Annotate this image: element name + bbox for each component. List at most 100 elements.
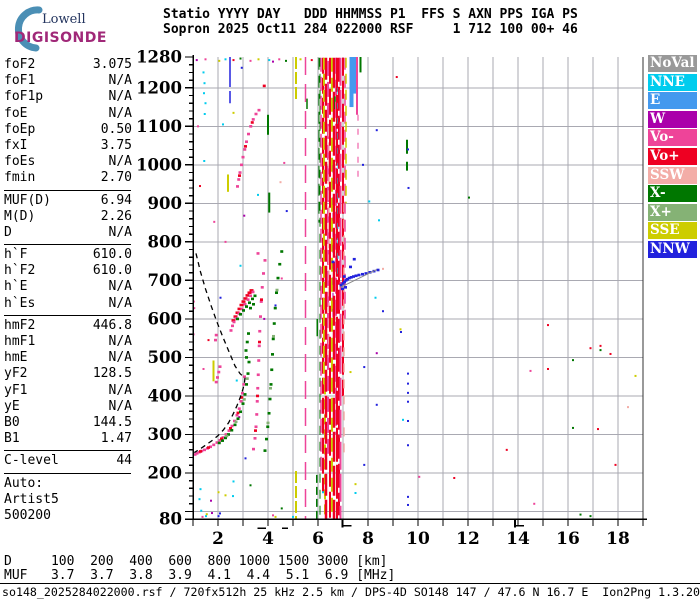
y-tick-label: 200 — [148, 463, 182, 482]
echo-speck — [382, 310, 384, 313]
echo-speck — [589, 347, 592, 350]
echo-speck — [579, 513, 582, 516]
echo-speck — [224, 494, 227, 497]
param-value: 610.0 — [92, 263, 132, 279]
x-tick-label: 8 — [362, 529, 374, 549]
legend-item-x: X+ — [648, 203, 697, 221]
param-row-foes: foEs N/A — [4, 154, 132, 170]
echo-speck — [200, 509, 203, 512]
legend-item-ssw: SSW — [648, 166, 697, 184]
echo-speck — [399, 328, 402, 331]
param-row-fxi: fxI 3.75 — [4, 138, 132, 154]
param-label: hmF1 — [4, 334, 36, 349]
echo-speck — [572, 426, 574, 429]
distance-row: D 100 200 400 600 800 1000 1500 3000 [km… — [4, 554, 388, 569]
param-value: N/A — [108, 154, 132, 170]
param-label: h`F — [4, 247, 28, 263]
echo-speck — [283, 161, 286, 164]
trace-f2-branch-o-dop — [254, 298, 263, 432]
header-field-values: Sopron 2025 Oct11 284 022000 RSF 1 712 1… — [163, 22, 578, 37]
param-label: B0 — [4, 414, 20, 430]
echo-speck — [407, 372, 409, 375]
panel-divider — [4, 314, 131, 316]
echo-speck — [407, 148, 409, 151]
echo-speck — [199, 488, 202, 491]
echo-speck — [407, 186, 410, 189]
echo-speck — [395, 76, 398, 79]
y-tick-label: 500 — [148, 348, 182, 367]
param-label: h`F2 — [4, 263, 36, 279]
x-tick-label: 4 — [262, 529, 274, 549]
echo-speck — [407, 444, 409, 447]
echo-speck — [349, 371, 352, 374]
echo-speck — [203, 113, 206, 116]
param-value: 3.75 — [100, 137, 132, 153]
param-value: N/A — [108, 350, 132, 366]
echo-speck — [217, 515, 220, 518]
echo-speck — [203, 82, 206, 85]
echo-speck — [285, 59, 287, 62]
legend-item-vo: Vo- — [648, 129, 697, 147]
parameter-panel: foF2 3.075 foF1 N/A foF1p N/A foE N/A foEp 0.50 fx… — [4, 57, 132, 524]
param-row-hf: h`F 610.0 — [4, 247, 132, 263]
echo-speck — [203, 92, 205, 95]
echo-speck — [232, 495, 234, 498]
echo-speck — [634, 374, 637, 377]
param-label: foF2 — [4, 57, 36, 72]
trace-f2-branch-o — [252, 252, 267, 451]
echo-speck — [310, 59, 313, 62]
param-row-b1: B1 1.47 — [4, 431, 132, 447]
echo-speck — [224, 240, 227, 243]
echo-speck — [198, 498, 201, 501]
x-tick-label: 10 — [406, 529, 430, 549]
echo-speck — [244, 457, 247, 460]
echo-speck — [238, 416, 241, 419]
param-row-artist5: Artist5 — [4, 492, 132, 508]
echo-speck — [274, 515, 277, 518]
y-tick-label: 700 — [148, 271, 182, 290]
param-value: 144.5 — [92, 414, 132, 430]
param-value: 2.26 — [100, 208, 132, 224]
panel-divider — [4, 472, 131, 474]
echo-speck — [257, 193, 259, 196]
echo-speck — [368, 200, 371, 203]
y-tick-label: 1200 — [136, 78, 182, 97]
param-label: foEp — [4, 121, 36, 137]
y-tick-label: 1280 — [136, 48, 182, 67]
param-label: Auto: — [4, 475, 44, 491]
echo-speck — [407, 419, 409, 422]
echo-speck — [201, 515, 204, 518]
trace-f1-trace-o-dop — [199, 396, 244, 453]
echo-speck — [272, 514, 274, 517]
legend-item-w: W — [648, 110, 697, 128]
echo-speck — [274, 304, 277, 307]
param-value: N/A — [108, 89, 132, 105]
echo-speck — [222, 123, 224, 126]
panel-divider — [4, 189, 131, 191]
param-row-he: h`E N/A — [4, 279, 132, 295]
param-row-fof1: foF1 N/A — [4, 73, 132, 89]
param-value: N/A — [108, 105, 132, 121]
echo-speck — [529, 369, 532, 372]
param-row-d: D N/A — [4, 225, 132, 241]
param-row-500200: 500200 — [4, 508, 132, 524]
param-label: hmE — [4, 350, 28, 366]
trace-second-hop-arc — [236, 108, 261, 188]
echo-speck — [239, 57, 242, 60]
trace-f1-trace-x — [217, 360, 251, 445]
y-tick-label: 800 — [148, 232, 182, 251]
param-value: N/A — [108, 382, 132, 398]
param-label: yF2 — [4, 366, 28, 382]
echo-speck — [278, 58, 281, 61]
logo-text-digisonde: DIGISONDE — [14, 30, 107, 46]
x-tick-label: 6 — [312, 529, 324, 549]
echo-speck — [199, 185, 201, 188]
param-label: C-level — [4, 453, 59, 469]
echo-speck — [203, 159, 206, 162]
echo-speck — [219, 512, 221, 515]
param-row-yf1: yF1 N/A — [4, 383, 132, 399]
ionogram-plot: 1280120011001000900800700600500400300200… — [136, 48, 647, 549]
echo-speck — [453, 476, 456, 479]
param-row-fmin: fmin 2.70 — [4, 170, 132, 186]
y-tick-label: 80 — [159, 510, 182, 529]
